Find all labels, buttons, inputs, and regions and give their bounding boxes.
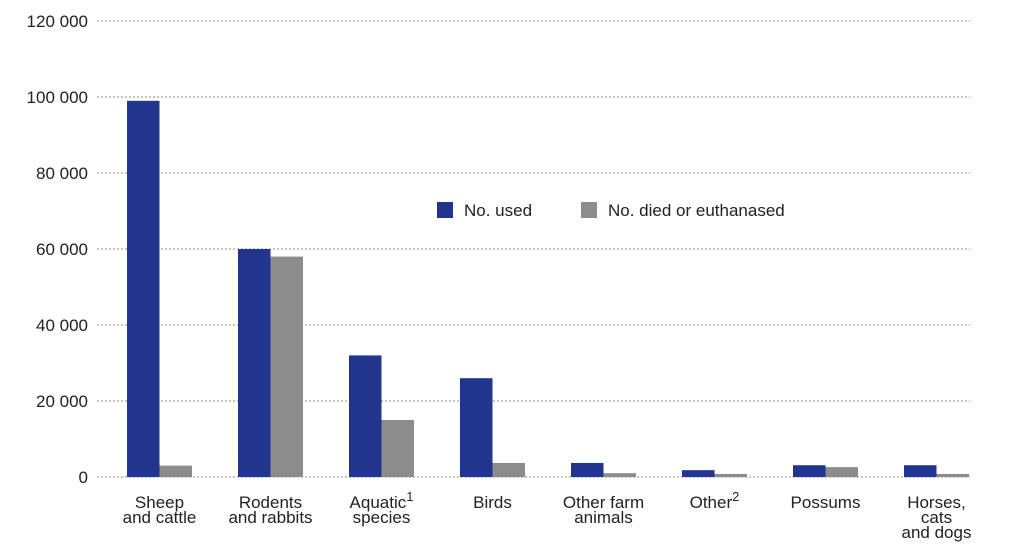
x-tick-line: Aquatic: [350, 493, 407, 512]
x-tick-line: species: [353, 508, 411, 527]
x-tick-line: and cattle: [123, 508, 197, 527]
x-tick-label: and dogs: [902, 523, 972, 542]
legend-swatch: [581, 202, 597, 218]
x-tick-label: Aquatic1: [350, 489, 414, 513]
bar: [904, 465, 937, 477]
x-tick-label: Horses,: [907, 493, 966, 512]
bar: [714, 473, 747, 477]
x-tick-line: Rodents: [239, 493, 302, 512]
bar: [159, 465, 192, 477]
x-tick-label: and cattle: [123, 508, 197, 527]
x-tick-line: cats: [921, 508, 952, 527]
x-tick-note: 1: [406, 489, 413, 504]
bar: [825, 467, 858, 477]
legend-swatch: [437, 202, 453, 218]
y-tick-label: 60 000: [36, 240, 88, 259]
legend-label: No. died or euthanased: [608, 201, 785, 220]
bar: [349, 355, 382, 477]
bar: [381, 420, 414, 477]
x-tick-line: and dogs: [902, 523, 972, 542]
bar: [571, 462, 604, 477]
bar: [127, 100, 160, 478]
x-tick-label: species: [353, 508, 411, 527]
x-tick-label: and rabbits: [228, 508, 312, 527]
x-tick-line: Possums: [791, 493, 861, 512]
x-tick-line: and rabbits: [228, 508, 312, 527]
bar: [460, 378, 493, 477]
legend-label: No. used: [464, 201, 532, 220]
x-tick-label: Possums: [791, 493, 861, 512]
x-tick-line: Birds: [473, 493, 512, 512]
x-tick-line: Sheep: [135, 493, 184, 512]
x-tick-note: 2: [732, 489, 739, 504]
y-tick-label: 100 000: [27, 88, 88, 107]
x-tick-label: Other2: [690, 489, 740, 513]
x-tick-label: animals: [574, 508, 633, 527]
bar: [682, 470, 715, 477]
x-tick-label: Sheep: [135, 493, 184, 512]
bar: [238, 249, 271, 477]
bar: [603, 473, 636, 477]
y-tick-label: 20 000: [36, 392, 88, 411]
x-tick-line: Other: [690, 493, 733, 512]
x-tick-label: Birds: [473, 493, 512, 512]
y-tick-label: 80 000: [36, 164, 88, 183]
y-tick-label: 0: [79, 468, 88, 487]
bar: [793, 465, 826, 477]
x-tick-label: cats: [921, 508, 952, 527]
y-tick-label: 40 000: [36, 316, 88, 335]
y-tick-label: 120 000: [27, 12, 88, 31]
x-tick-label: Other farm: [563, 493, 644, 512]
x-tick-line: Horses,: [907, 493, 966, 512]
bar: [270, 256, 303, 477]
x-tick-label: Rodents: [239, 493, 302, 512]
x-tick-line: Other farm: [563, 493, 644, 512]
x-tick-line: animals: [574, 508, 633, 527]
bar: [936, 473, 969, 477]
bar: [492, 462, 525, 477]
